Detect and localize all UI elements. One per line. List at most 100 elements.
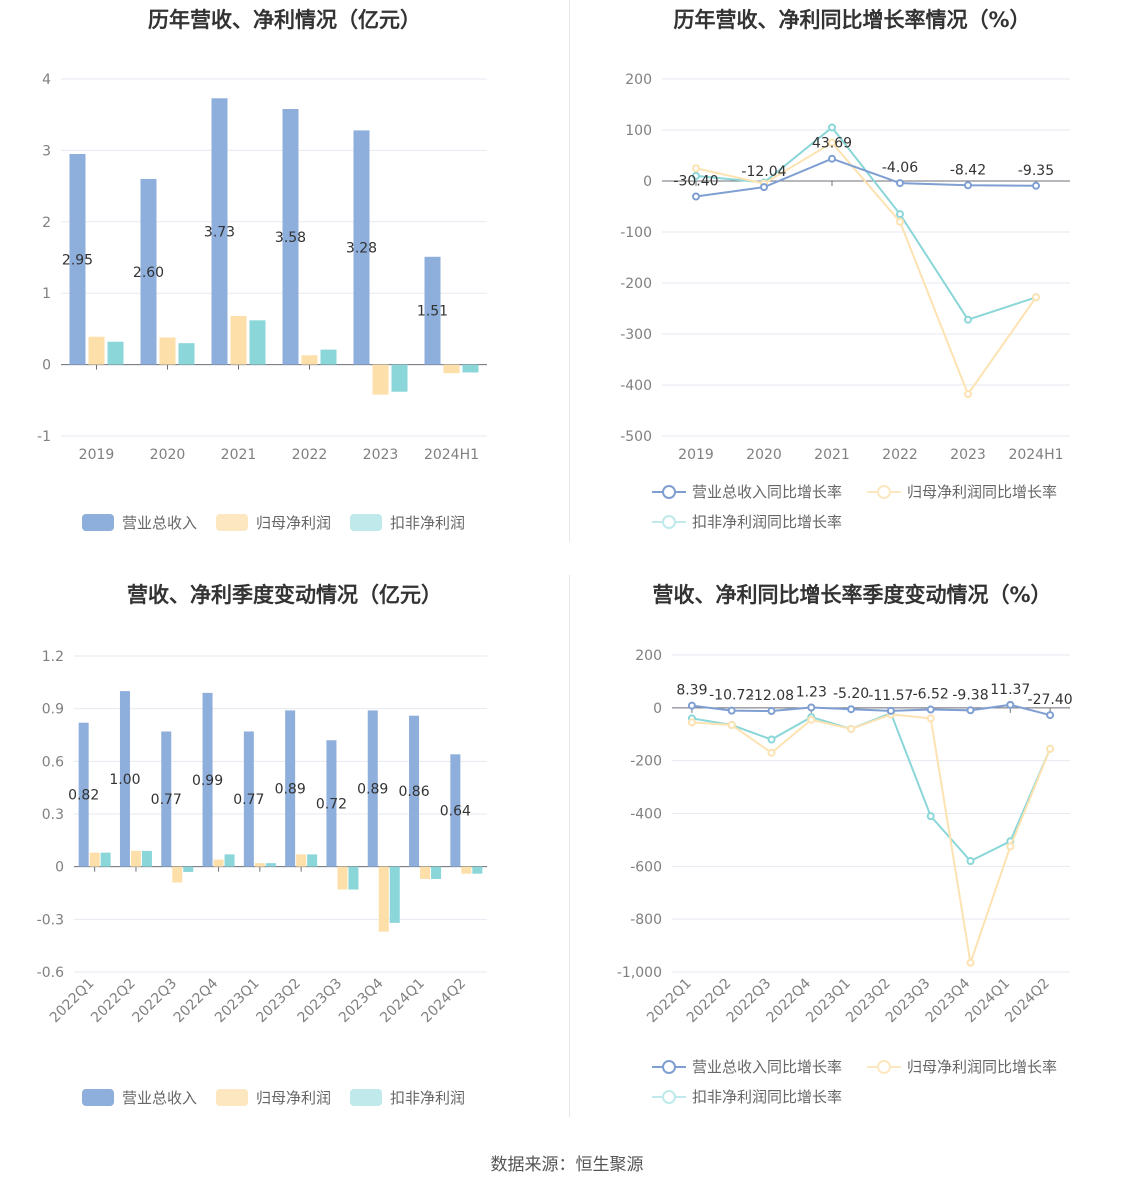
legend-deducted-growth[interactable]: 扣非净利润同比增长率 (652, 1086, 842, 1107)
chart-svg: 2000-200-400-600-800-1,0002022Q12022Q220… (617, 648, 1073, 1027)
bar-net-profit (159, 337, 176, 365)
bar-deducted-profit (391, 364, 408, 392)
bar-revenue (282, 108, 299, 365)
bar-deducted-profit (389, 866, 400, 923)
chart-panel-annual-growth: 历年营收、净利同比增长率情况（%） 200 100 0 -100 -200 -300 -40… (570, 0, 1134, 560)
data-point (807, 715, 816, 724)
line-data-label: -12.04 (741, 164, 786, 180)
line-data-label: 43.69 (812, 136, 852, 152)
legend-net-profit[interactable]: 归母净利润 (216, 512, 331, 533)
bar-net-profit (420, 866, 431, 879)
y-tick-label: 0.6 (42, 754, 64, 770)
x-tick-label: 2024Q2 (1002, 976, 1053, 1027)
bar-revenue (202, 692, 213, 867)
line-data-label: -27.40 (1028, 692, 1073, 708)
legend-marker (867, 484, 901, 500)
y-tick-label: -200 (620, 276, 652, 292)
legend-deducted-profit[interactable]: 扣非净利润 (350, 512, 465, 533)
chart-panel-annual-revenue: 历年营收、净利情况（亿元） 4 3 2 1 0 -1 2019 2020 2021 2022 202… (0, 0, 569, 560)
bar-revenue (140, 178, 157, 365)
y-tick-label: 200 (625, 72, 652, 88)
bar-data-label: 3.73 (204, 224, 235, 240)
bar-deducted-profit (141, 850, 152, 867)
bar-deducted-profit (320, 349, 337, 365)
line-data-label: 1.23 (796, 685, 827, 701)
data-point (828, 154, 836, 163)
data-point (886, 706, 895, 715)
data-point (964, 390, 972, 399)
bar-revenue (285, 710, 296, 867)
legend-swatch (216, 1089, 248, 1106)
x-tick-label: 2023 (363, 447, 399, 463)
bar-data-label: 3.28 (346, 241, 377, 257)
bar-revenue (367, 710, 378, 867)
data-point (828, 123, 836, 132)
legend-net-profit[interactable]: 归母净利润 (216, 1087, 331, 1108)
legend-revenue[interactable]: 营业总收入 (82, 1087, 197, 1108)
legend-marker (652, 1089, 686, 1105)
bar-data-label: 2.60 (133, 265, 164, 281)
series-line-net-growth (691, 713, 1052, 964)
y-tick-label: 2 (42, 215, 51, 231)
y-tick-label: -500 (620, 429, 652, 445)
legend-revenue-growth[interactable]: 营业总收入同比增长率 (652, 481, 842, 502)
bar-revenue (424, 256, 441, 365)
bar-net-profit (461, 866, 472, 874)
x-tick-label: 2022Q4 (171, 975, 222, 1026)
data-point (847, 705, 856, 714)
legend-revenue[interactable]: 营业总收入 (82, 512, 197, 533)
y-tick-label: 0.3 (42, 807, 64, 823)
y-tick-label: 100 (625, 123, 652, 139)
x-tick-label: 2020 (150, 447, 186, 463)
bar-deducted-profit (107, 341, 124, 365)
bar-revenue (326, 740, 337, 867)
y-tick-label: -200 (630, 754, 662, 770)
bar-revenue (119, 691, 130, 867)
bar-revenue (450, 754, 461, 867)
y-tick-label: -300 (620, 327, 652, 343)
y-tick-label: -400 (630, 807, 662, 823)
x-tick-label: 2021 (221, 447, 257, 463)
bar-data-label: 0.77 (233, 792, 264, 808)
legend-net-growth[interactable]: 归母净利润同比增长率 (867, 1056, 1057, 1077)
legend-deducted-growth[interactable]: 扣非净利润同比增长率 (652, 511, 842, 532)
line-data-label: -9.35 (1018, 163, 1054, 179)
x-tick-label: 2023Q2 (253, 976, 304, 1027)
y-tick-label: -600 (630, 859, 662, 875)
bar-data-label: 1.51 (417, 304, 448, 320)
line-data-label: -8.42 (950, 162, 986, 178)
data-point (760, 183, 768, 192)
data-point (727, 721, 736, 730)
legend-revenue-growth[interactable]: 营业总收入同比增长率 (652, 1056, 842, 1077)
legend-deducted-profit[interactable]: 扣非净利润 (350, 1087, 465, 1108)
y-tick-label: -0.3 (37, 912, 64, 928)
series-line-net-growth (695, 141, 1037, 397)
data-point (964, 181, 972, 190)
line-data-label: -10.72 (709, 688, 754, 704)
data-point (687, 718, 696, 727)
bar-net-profit (378, 866, 389, 932)
line-data-label: -6.52 (913, 687, 949, 703)
legend-net-growth[interactable]: 归母净利润同比增长率 (867, 481, 1057, 502)
y-tick-label: 1.2 (42, 649, 64, 665)
bar-deducted-profit (100, 852, 111, 867)
x-tick-label: 2023Q1 (212, 976, 263, 1027)
series-line-revenue-growth (691, 703, 1051, 717)
y-tick-label: -100 (620, 225, 652, 241)
data-point (847, 724, 856, 733)
data-point (1006, 700, 1015, 709)
x-tick-label: 2022Q2 (88, 976, 139, 1027)
bar-deducted-profit (307, 854, 318, 867)
y-tick-label: -800 (630, 912, 662, 928)
bar-net-profit (88, 336, 105, 365)
data-point (926, 714, 935, 723)
y-tick-label: 0 (653, 701, 662, 717)
legend-label: 扣非净利润 (390, 1089, 466, 1107)
x-tick-label: 2021 (814, 447, 850, 463)
chart-legend: 营业总收入同比增长率 归母净利润同比增长率 扣非净利润同比增长率 (570, 481, 1134, 541)
legend-marker (652, 514, 686, 530)
chart-title: 历年营收、净利情况（亿元） (148, 8, 421, 32)
bar-data-label: 0.82 (68, 788, 99, 804)
chart-title: 历年营收、净利同比增长率情况（%） (673, 8, 1031, 32)
x-tick-label: 2023Q3 (295, 976, 346, 1027)
